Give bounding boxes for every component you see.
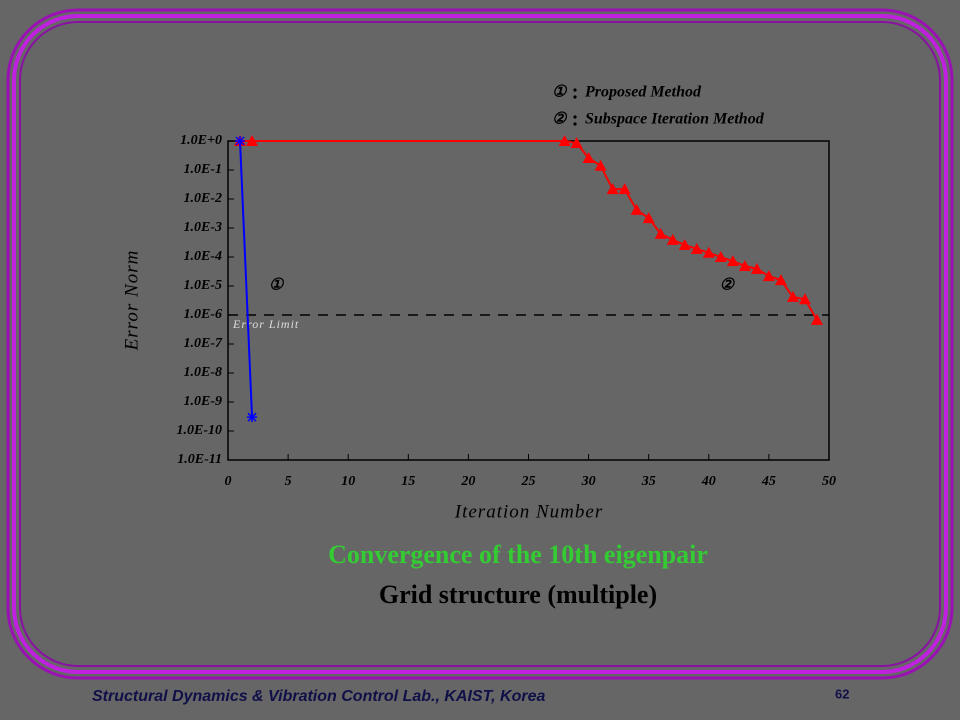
marker — [726, 255, 739, 267]
x-tick-label: 10 — [341, 474, 355, 489]
marker — [750, 262, 763, 274]
marker — [594, 159, 607, 171]
x-tick-label: 15 — [401, 474, 415, 489]
marker — [558, 135, 571, 146]
x-tick-label: 40 — [701, 474, 716, 489]
threshold-label: Error Limit — [232, 317, 299, 331]
marker — [738, 259, 751, 271]
page-number: 62 — [835, 686, 849, 701]
marker — [774, 274, 787, 286]
frame — [6, 8, 954, 680]
x-tick-label: 35 — [641, 474, 656, 489]
x-tick-label: 50 — [822, 474, 836, 489]
x-tick-label: 20 — [460, 474, 475, 489]
marker — [678, 238, 691, 250]
marker — [630, 203, 643, 215]
footer: Structural Dynamics & Vibration Control … — [92, 688, 546, 705]
x-tick-label: 30 — [581, 474, 596, 489]
y-tick-label: 1.0E-1 — [184, 162, 223, 177]
marker — [606, 183, 619, 195]
y-tick-label: 1.0E-5 — [184, 278, 223, 293]
chart-title: Convergence of the 10th eigenpair — [328, 540, 708, 569]
legend-colon — [573, 88, 577, 92]
marker — [762, 270, 775, 282]
marker — [702, 246, 715, 258]
legend-colon — [573, 115, 577, 119]
y-axis-label: Error Norm — [121, 250, 142, 352]
y-tick-label: 1.0E-7 — [184, 336, 224, 351]
x-tick-label: 25 — [521, 474, 536, 489]
y-tick-label: 1.0E-4 — [184, 249, 223, 264]
y-tick-label: 1.0E-6 — [184, 307, 223, 322]
y-tick-label: 1.0E-10 — [177, 423, 223, 438]
y-tick-label: 1.0E-2 — [184, 191, 223, 206]
x-tick-label: 5 — [285, 474, 292, 489]
marker — [582, 151, 595, 163]
y-tick-label: 1.0E-11 — [177, 452, 222, 467]
y-tick-label: 1.0E+0 — [180, 133, 222, 148]
series-line — [239, 140, 254, 418]
marker — [618, 183, 631, 195]
marker — [654, 227, 667, 239]
legend-colon — [573, 122, 577, 126]
frame — [19, 21, 941, 667]
legend-label: ① — [552, 84, 568, 101]
marker — [798, 293, 811, 305]
marker — [247, 412, 258, 423]
series-annotation: ① — [269, 277, 285, 294]
legend-entry: Proposed Method — [584, 84, 702, 101]
marker — [810, 313, 823, 325]
legend-entry: Subspace Iteration Method — [585, 111, 765, 128]
marker — [714, 251, 727, 262]
series-annotation: ② — [720, 277, 736, 294]
marker — [642, 212, 655, 224]
marker — [690, 242, 703, 254]
legend-label: ② — [552, 111, 568, 128]
marker — [570, 137, 583, 149]
marker — [246, 135, 259, 146]
marker — [666, 233, 679, 245]
legend-colon — [573, 95, 577, 99]
y-tick-label: 1.0E-3 — [184, 220, 223, 235]
frame — [12, 14, 948, 674]
y-tick-label: 1.0E-8 — [184, 365, 223, 380]
marker — [235, 136, 246, 146]
x-axis-label: Iteration Number — [454, 501, 603, 522]
y-tick-label: 1.0E-9 — [184, 394, 223, 409]
chart-subtitle: Grid structure (multiple) — [379, 580, 657, 609]
marker — [786, 290, 799, 302]
x-tick-label: 0 — [225, 474, 232, 489]
x-tick-label: 45 — [761, 474, 776, 489]
